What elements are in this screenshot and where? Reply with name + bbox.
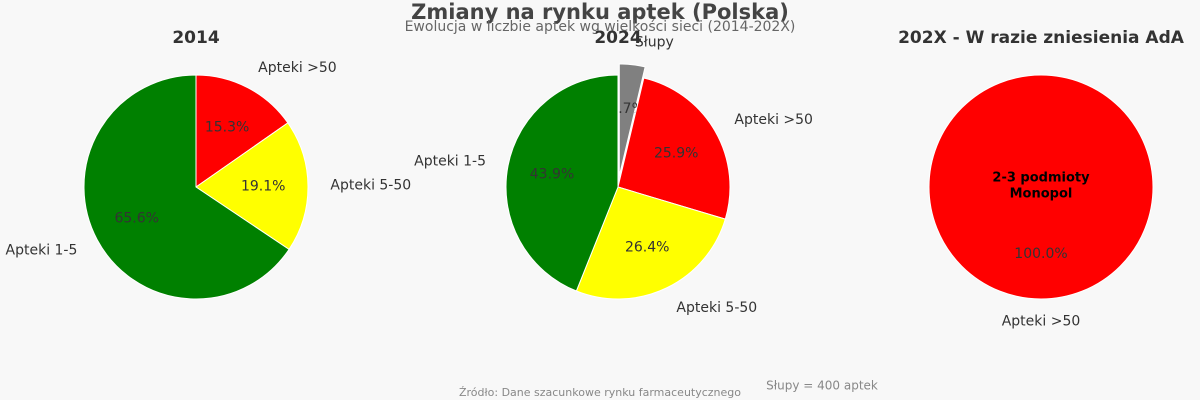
slice-percent: 65.6% [114,211,158,227]
pie-slice [928,74,1154,300]
main-title: Zmiany na rynku aptek (Polska) [411,0,789,24]
footnote: Słupy = 400 aptek [766,379,878,393]
pie-slice [195,122,309,251]
pie-title: 2024 [594,28,641,48]
slice-label: Apteki >50 [734,112,813,128]
pie-slice [195,74,289,188]
annotation: 2-3 podmioty [992,171,1090,186]
slice-label: Apteki 1-5 [6,242,78,258]
slice-percent: 19.1% [241,178,285,194]
slice-percent: 26.4% [625,240,669,256]
slice-percent: 43.9% [530,166,574,182]
subtitle: Ewolucja w liczbie aptek wg wielkości si… [405,19,796,35]
pie-title: 202X - W razie zniesienia AdA [898,28,1185,48]
pie-slice [83,74,290,300]
annotation: Monopol [1010,187,1073,202]
slice-percent: 25.9% [654,145,698,161]
slice-percent: 100.0% [1014,246,1067,262]
pie-slice [618,63,646,176]
slice-label: Apteki 5-50 [330,178,411,194]
pie-slice [505,74,619,292]
pie-slice [617,77,731,220]
slice-label: Apteki >50 [258,60,337,76]
slice-label: Apteki 5-50 [676,300,757,316]
pie-slice [575,186,726,300]
slice-percent: 15.3% [205,119,249,135]
slice-label: Apteki 1-5 [414,154,486,170]
pie-title: 2014 [172,28,219,48]
slice-label: Słupy [635,34,674,50]
source-note: Źródło: Dane szacunkowe rynku farmaceuty… [459,386,741,399]
slice-label: Apteki >50 [1002,313,1081,329]
